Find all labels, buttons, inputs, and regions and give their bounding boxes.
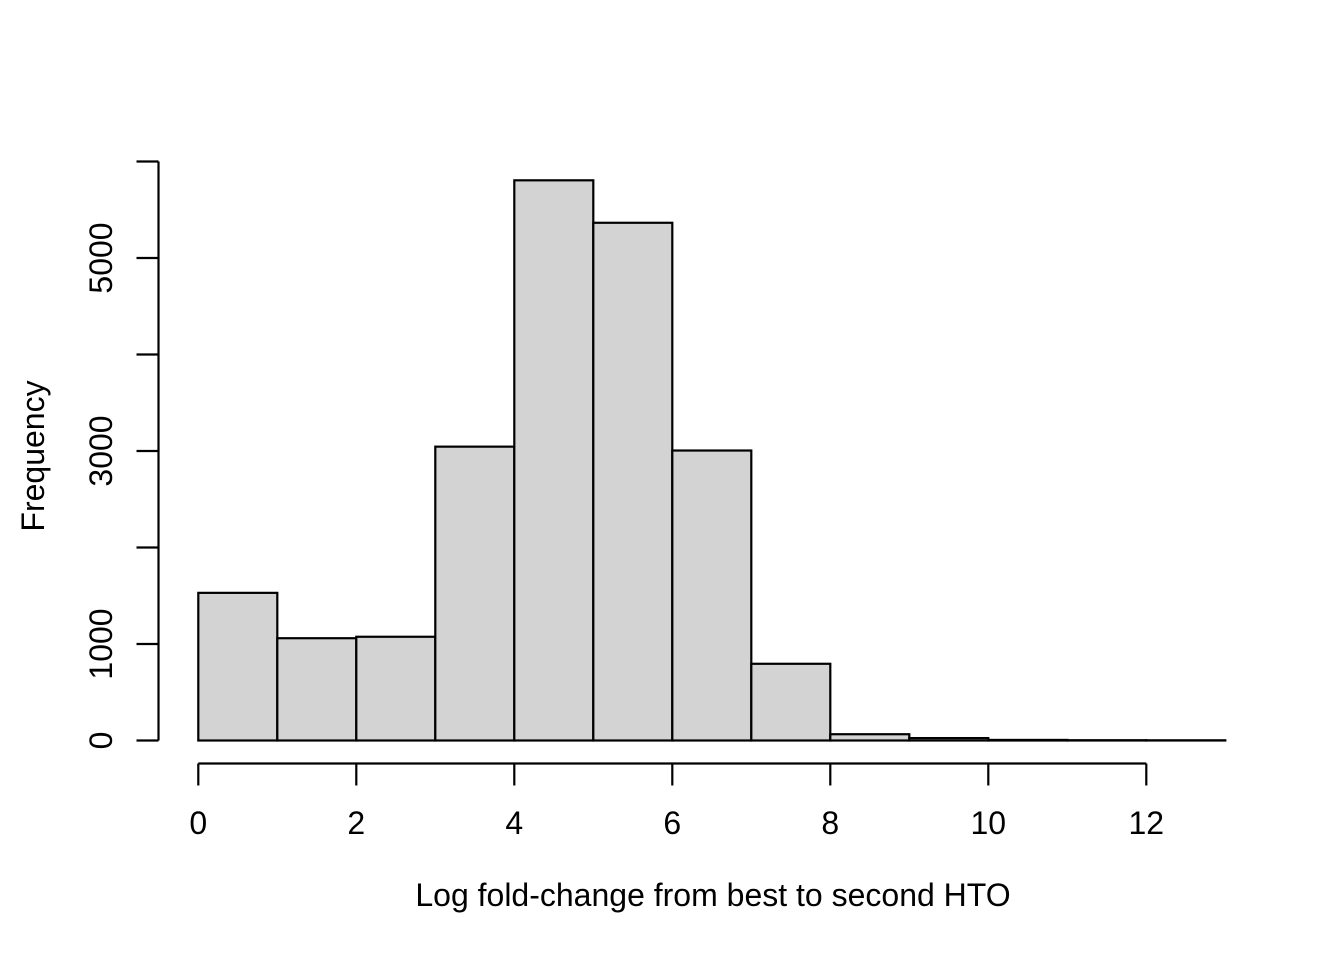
x-axis: 0 2 4 6 8 10 12 [189,762,1165,841]
x-axis-tick-label: 4 [505,805,523,841]
x-axis-tick-label: 6 [663,805,681,841]
bars-group [197,179,1227,742]
y-axis-tick-label: 0 [83,732,119,750]
histogram-bar [987,738,1069,742]
y-axis-title: Frequency [15,380,51,531]
histogram-bar [671,449,753,742]
y-axis-tick-label: 1000 [83,608,119,679]
histogram-bar [592,221,674,742]
y-axis-tick-label: 3000 [83,415,119,486]
x-axis-tick-label: 8 [821,805,839,841]
histogram-bar [908,736,990,742]
histogram-bar [434,445,516,742]
y-axis-tick-label: 5000 [83,222,119,293]
histogram-bar [750,662,832,742]
y-axis: 0 1000 3000 5000 [83,160,160,750]
x-axis-tick-label: 0 [189,805,207,841]
histogram-bar [276,637,358,742]
histogram-bar [829,733,911,742]
x-axis-tick-label: 12 [1129,805,1165,841]
histogram-bar [197,591,279,742]
x-axis-tick-label: 2 [347,805,365,841]
x-axis-tick-label: 10 [971,805,1007,841]
x-axis-title: Log fold-change from best to second HTO [415,877,1010,913]
histogram-bar [513,179,595,742]
histogram-bar [355,635,437,742]
